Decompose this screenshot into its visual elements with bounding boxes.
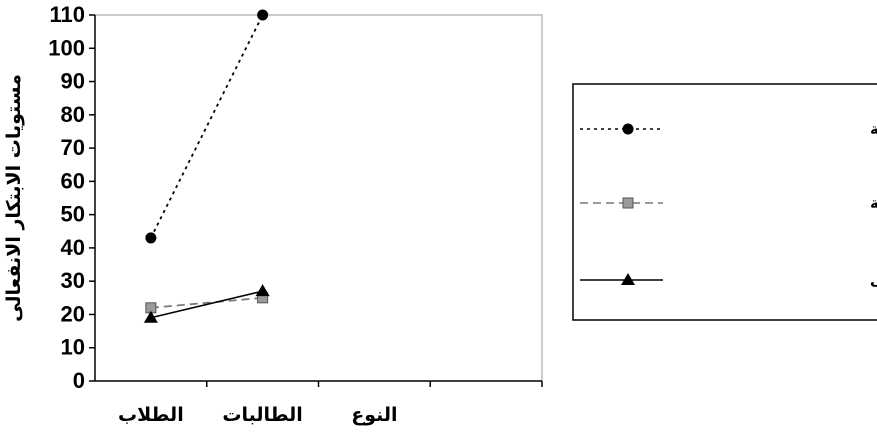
y-axis-title: مستويات الابتكار الانفعالى <box>3 74 25 322</box>
legend-marker <box>622 197 634 209</box>
legend-label: الاستعداد الانفعالى <box>870 271 877 289</box>
x-tick-label: الطالبات <box>222 404 302 426</box>
x-axis-labels: الطلاب الطالبات النوع <box>118 404 397 426</box>
series-group <box>145 292 269 314</box>
legend-item: الجدة الانفعالية <box>580 120 877 138</box>
legend-item: الاستعداد الانفعالى <box>580 271 877 289</box>
data-point <box>145 232 157 244</box>
legend-box <box>572 83 877 321</box>
series-layer <box>143 9 270 323</box>
data-point <box>257 9 269 21</box>
series-line <box>150 296 263 309</box>
legend-marker <box>622 123 634 135</box>
y-tick-label: 50 <box>61 202 85 227</box>
y-tick-label: 10 <box>61 335 85 360</box>
data-point <box>255 284 270 297</box>
legend: الجدة الانفعالية الفاعلية/الأصالة الانفعا… <box>572 83 877 321</box>
legend-items: الجدة الانفعالية الفاعلية/الأصالة الانفعا… <box>580 120 877 289</box>
y-tick-label: 80 <box>61 102 85 127</box>
legend-label: الجدة الانفعالية <box>870 120 877 138</box>
legend-marker <box>621 273 635 285</box>
series-line <box>150 290 263 319</box>
y-tick-label: 70 <box>61 135 85 160</box>
x-axis-title: النوع <box>351 404 397 426</box>
plot-frame <box>94 14 543 382</box>
y-tick-label: 90 <box>61 69 85 94</box>
y-tick-label: 100 <box>48 35 85 60</box>
y-tick-label: 60 <box>61 168 85 193</box>
data-point <box>143 310 158 323</box>
legend-item: الفاعلية/الأصالة الانفعالية <box>580 194 877 212</box>
series-line <box>150 14 264 239</box>
series-group <box>145 9 269 244</box>
y-axis-ticks: 0 10 20 30 40 50 60 70 80 90 100 110 <box>48 2 95 393</box>
y-tick-label: 20 <box>61 301 85 326</box>
y-tick-label: 110 <box>50 2 86 27</box>
legend-label: الفاعلية/الأصالة الانفعالية <box>870 194 877 212</box>
x-axis-ticks <box>206 381 543 387</box>
y-tick-label: 0 <box>73 368 85 393</box>
y-tick-label: 40 <box>61 235 85 260</box>
y-tick-label: 30 <box>61 268 85 293</box>
series-group <box>143 284 270 323</box>
x-tick-label: الطلاب <box>118 404 184 426</box>
